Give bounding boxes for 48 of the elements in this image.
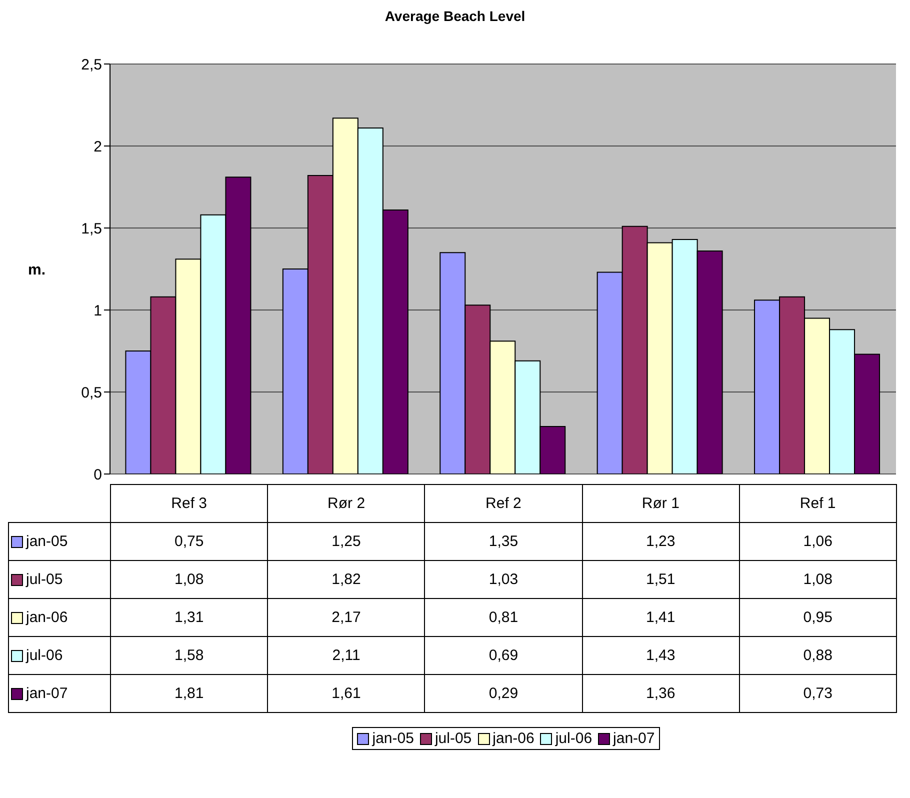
data-label: 1,31: [110, 598, 268, 636]
data-label: 1,51: [582, 560, 740, 598]
y-tick-label: 0,5: [81, 384, 102, 402]
chart-title: Average Beach Level: [384, 8, 526, 24]
data-label: 0,69: [424, 636, 582, 674]
text: jan-07: [26, 685, 68, 702]
data-label: 1,61: [268, 674, 425, 712]
data-label: 1,25: [268, 522, 425, 560]
y-tick-label: 2: [94, 138, 102, 156]
data-label: 0,81: [424, 598, 582, 636]
x-tick-label: Rør 2: [268, 484, 425, 522]
data-label: 1,82: [268, 560, 425, 598]
data-label: 1,58: [110, 636, 268, 674]
data-label: 1,41: [582, 598, 740, 636]
x-tick-label: Ref 2: [424, 484, 582, 522]
legend-label: jul-06: [8, 636, 110, 674]
x-tick-label: Ref 1: [739, 484, 896, 522]
data-label: 0,73: [739, 674, 896, 712]
text: jul-05: [434, 730, 472, 747]
y-axis-title: m.: [28, 261, 46, 278]
x-tick-label: Rør 1: [582, 484, 740, 522]
data-label: 0,88: [739, 636, 896, 674]
data-label: 0,95: [739, 598, 896, 636]
data-label: 1,08: [739, 560, 896, 598]
y-tick-label: 1: [94, 302, 102, 320]
legend-label: jan-05: [8, 522, 110, 560]
data-label: 1,08: [110, 560, 268, 598]
legend-label: jul-05: [8, 560, 110, 598]
data-label: 1,06: [739, 522, 896, 560]
y-tick-label: 1,5: [81, 220, 102, 238]
data-label: 2,17: [268, 598, 425, 636]
data-label: 1,36: [582, 674, 740, 712]
y-tick-label: 2,5: [81, 56, 102, 74]
legend-label: jan-07: [612, 730, 655, 747]
data-label: 1,35: [424, 522, 582, 560]
text: jan-06: [492, 730, 534, 747]
x-tick-label: Ref 3: [110, 484, 268, 522]
y-tick-label: 0: [94, 466, 102, 484]
data-label: 1,23: [582, 522, 740, 560]
data-label: 1,03: [424, 560, 582, 598]
legend-label: jan-06: [8, 598, 110, 636]
data-label: 1,81: [110, 674, 268, 712]
data-label: 2,11: [268, 636, 425, 674]
text: jan-05: [372, 730, 414, 747]
data-label: 1,43: [582, 636, 740, 674]
data-label: 0,29: [424, 674, 582, 712]
text: jul-06: [555, 730, 592, 747]
data-label: 0,75: [110, 522, 268, 560]
